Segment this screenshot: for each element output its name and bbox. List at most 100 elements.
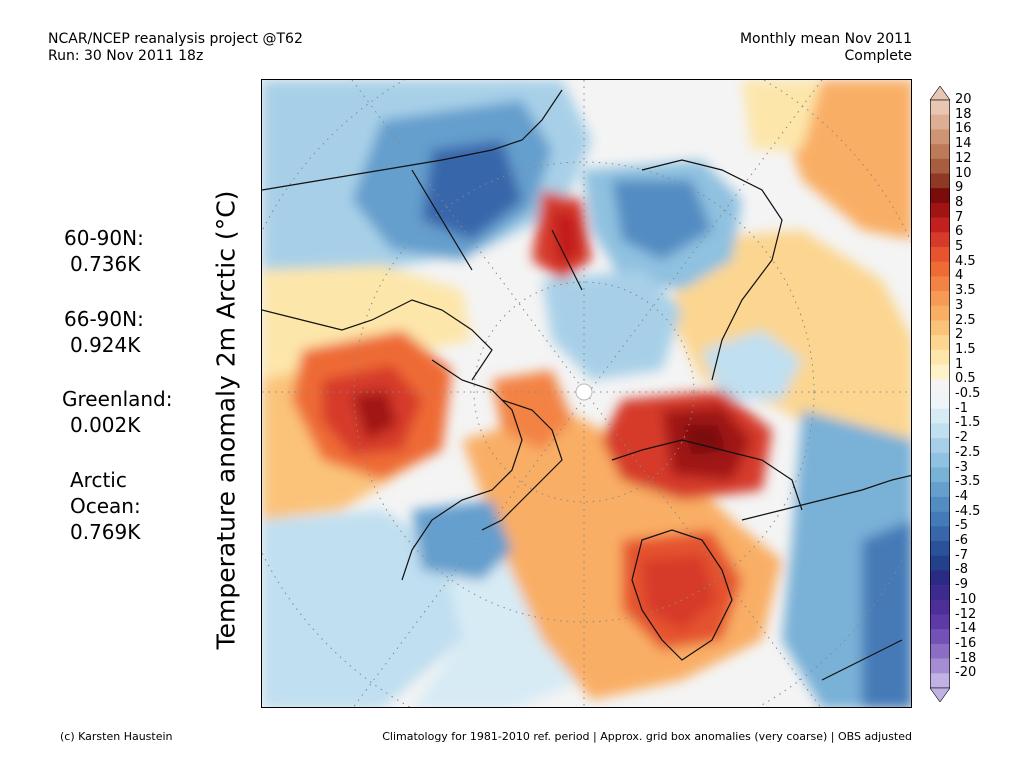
- stat-region: Ocean:: [70, 494, 141, 518]
- colorbar-tick-label: -6: [955, 533, 968, 548]
- colorbar-swatch: [930, 114, 950, 130]
- colorbar-tick-label: -14: [955, 621, 977, 637]
- axis-label: Temperature anomaly 2m Arctic (°C): [211, 190, 241, 650]
- colorbar-swatch: [930, 482, 950, 498]
- colorbar-tick-label: 5: [955, 239, 964, 254]
- colorbar-swatch: [930, 247, 950, 262]
- colorbar-swatch: [930, 555, 950, 571]
- status-text: Complete: [844, 48, 912, 64]
- footnote-text: Climatology for 1981-2010 ref. period | …: [382, 730, 912, 743]
- colorbar-tick-label: 2.5: [955, 312, 976, 328]
- colorbar-tick-label: 2: [955, 327, 964, 343]
- colorbar-tick-label: -16: [955, 635, 977, 651]
- stat-value: 0.924K: [70, 333, 141, 357]
- colorbar-tick-label: -3: [955, 459, 968, 475]
- colorbar-tick-label: 0.5: [955, 371, 976, 387]
- stat-value: 0.736K: [70, 252, 141, 276]
- colorbar-swatch: [930, 643, 950, 659]
- colorbar-swatch: [930, 144, 950, 160]
- colorbar-swatch: [930, 173, 950, 189]
- stat-region: 66-90N:: [64, 307, 144, 331]
- stat-greenland: Greenland: 0.002K: [62, 386, 173, 438]
- stat-region: Arctic: [70, 468, 127, 492]
- colorbar-tick-label: -12: [955, 606, 977, 622]
- colorbar-swatch: [930, 496, 950, 512]
- colorbar-swatch: [930, 526, 950, 542]
- stat-value: 0.002K: [70, 413, 141, 437]
- pole-marker: [575, 383, 593, 401]
- colorbar-swatch: [930, 305, 950, 321]
- anomaly-map: [261, 79, 912, 708]
- colorbar-tick-label: 1.5: [955, 341, 976, 357]
- colorbar-swatch: [930, 232, 950, 248]
- colorbar-swatch: [930, 614, 950, 630]
- colorbar-swatch: [930, 276, 950, 292]
- colorbar-tick-label: -3.5: [955, 474, 981, 490]
- anomaly-fields: [262, 80, 911, 707]
- colorbar-tick-label: 4.5: [955, 253, 976, 269]
- colorbar-swatch: [930, 129, 950, 145]
- colorbar-swatch: [930, 261, 950, 277]
- colorbar-swatch: [930, 291, 950, 307]
- colorbar: [930, 86, 950, 702]
- colorbar-tick-label: 12: [955, 150, 972, 166]
- copyright-text: (c) Karsten Haustein: [60, 730, 173, 743]
- colorbar-tick-label: 18: [955, 106, 972, 122]
- colorbar-swatch: [930, 452, 950, 468]
- header-left: NCAR/NCEP reanalysis project @T62 Run: 3…: [48, 31, 303, 65]
- colorbar-swatch: [930, 673, 950, 689]
- colorbar-swatch: [930, 629, 950, 645]
- colorbar-swatch: [930, 335, 950, 351]
- colorbar-tick-label: 20: [955, 92, 972, 107]
- colorbar-max-arrow: [930, 86, 950, 101]
- colorbar-swatch: [930, 158, 950, 174]
- stat-60-90n: 60-90N: 0.736K: [64, 225, 144, 277]
- stat-value: 0.769K: [70, 520, 141, 544]
- model-title: NCAR/NCEP reanalysis project @T62: [48, 31, 303, 47]
- coastlines: [262, 89, 911, 681]
- colorbar-tick-label: 4: [955, 268, 964, 284]
- colorbar-tick-label: -7: [955, 547, 968, 563]
- colorbar-tick-label: 9: [955, 180, 964, 196]
- run-time: Run: 30 Nov 2011 18z: [48, 48, 204, 64]
- colorbar-swatch: [930, 394, 950, 409]
- header-right: Monthly mean Nov 2011 Complete: [740, 31, 912, 65]
- colorbar-swatch: [930, 467, 950, 483]
- colorbar-swatch: [930, 202, 950, 218]
- stat-66-90n: 66-90N: 0.924K: [64, 306, 144, 358]
- colorbar-swatch: [930, 379, 950, 395]
- colorbar-swatch: [930, 423, 950, 439]
- colorbar-tick-label: -1.5: [955, 415, 981, 431]
- colorbar-tick-label: -2: [955, 430, 968, 446]
- colorbar-swatch: [930, 438, 950, 454]
- colorbar-tick-label: 1: [955, 356, 964, 372]
- stat-region: Greenland:: [62, 387, 173, 411]
- colorbar-swatch: [930, 408, 950, 424]
- colorbar-tick-label: -2.5: [955, 444, 981, 460]
- colorbar-swatch: [930, 511, 950, 527]
- colorbar-tick-label: 6: [955, 224, 964, 240]
- colorbar-tick-label: 3.5: [955, 283, 976, 299]
- colorbar-tick-label: -4.5: [955, 503, 981, 519]
- colorbar-tick-label: -9: [955, 577, 968, 593]
- colorbar-tick-label: -10: [955, 591, 977, 607]
- colorbar-swatch: [930, 188, 950, 204]
- colorbar-swatch: [930, 349, 950, 365]
- colorbar-swatch: [930, 364, 950, 380]
- colorbar-min-arrow: [930, 687, 950, 702]
- colorbar-swatch: [930, 320, 950, 336]
- colorbar-tick-label: -8: [955, 562, 968, 578]
- colorbar-tick-label: 14: [955, 136, 972, 152]
- colorbar-swatch: [930, 599, 950, 615]
- colorbar-swatch: [930, 541, 950, 556]
- period-title: Monthly mean Nov 2011: [739, 31, 912, 47]
- colorbar-swatch: [930, 217, 950, 233]
- colorbar-swatch: [930, 585, 950, 601]
- colorbar-tick-label: 7: [955, 209, 964, 225]
- colorbar-tick-label: -20: [955, 665, 977, 681]
- colorbar-tick-label: 3: [955, 297, 964, 313]
- colorbar-tick-label: 16: [955, 121, 972, 137]
- map-canvas: [262, 80, 911, 707]
- colorbar-tick-label: -0.5: [955, 386, 981, 401]
- stat-region: 60-90N:: [64, 226, 144, 250]
